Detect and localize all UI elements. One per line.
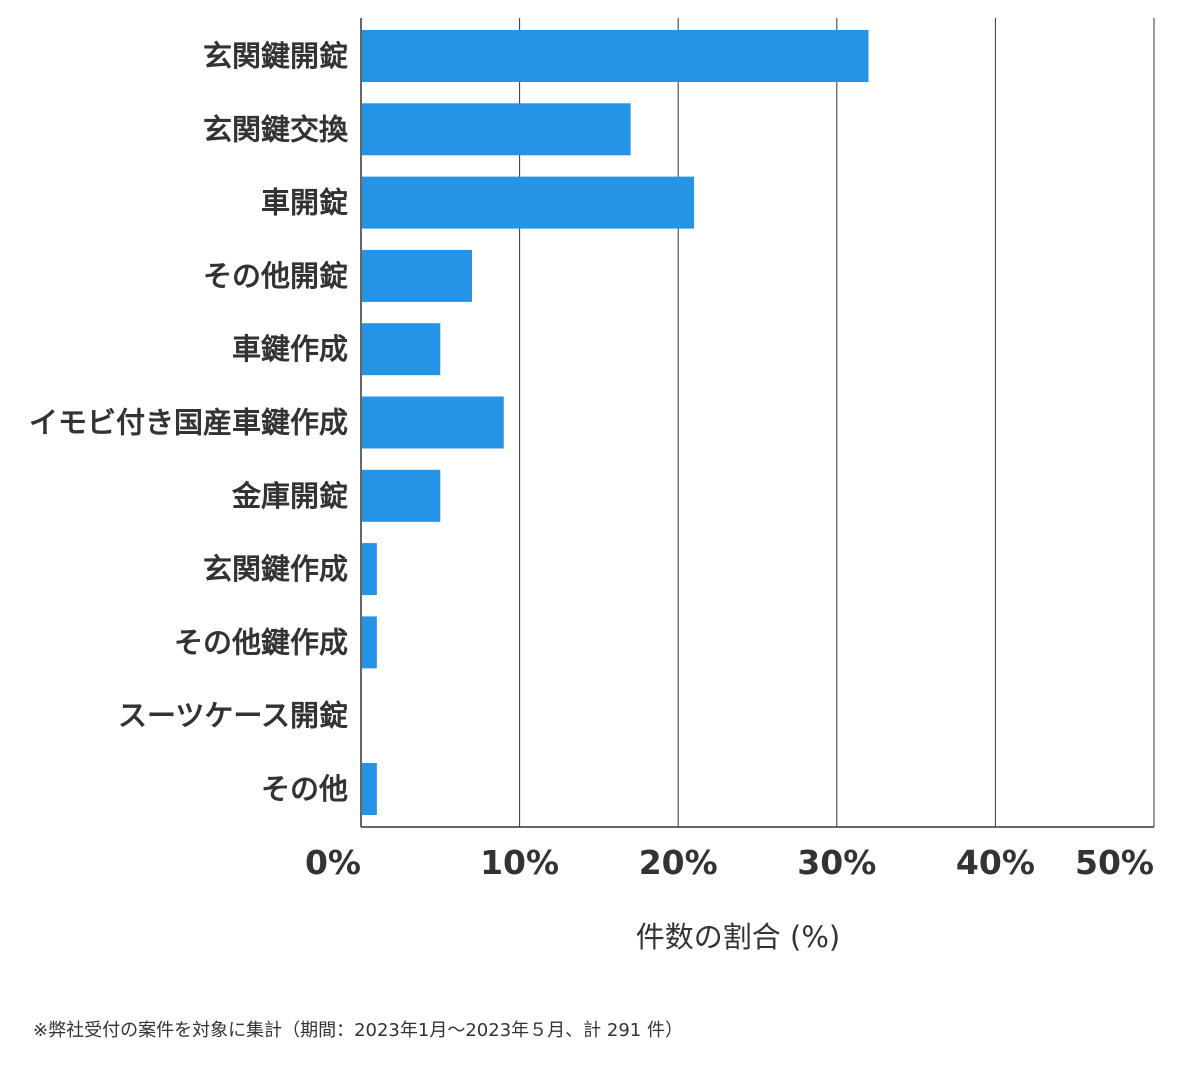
bar-chart: 玄関鍵開錠玄関鍵交換車開錠その他開錠車鍵作成イモビ付き国産車鍵作成金庫開錠玄関鍵… — [29, 18, 1155, 954]
category-labels: 玄関鍵開錠玄関鍵交換車開錠その他開錠車鍵作成イモビ付き国産車鍵作成金庫開錠玄関鍵… — [29, 39, 349, 806]
category-label: 玄関鍵交換 — [203, 112, 349, 146]
bar — [362, 176, 695, 229]
category-label: スーツケース開錠 — [118, 699, 348, 733]
x-tick-label: 50% — [1075, 843, 1154, 882]
category-label: その他開錠 — [203, 259, 348, 293]
x-axis-title: 件数の割合 (%) — [636, 920, 840, 954]
category-label: その他鍵作成 — [174, 625, 348, 659]
x-tick-label: 30% — [797, 843, 876, 882]
bar — [362, 30, 869, 82]
x-tick-label: 40% — [956, 843, 1035, 882]
bar — [362, 616, 377, 669]
footnote: ※弊社受付の案件を対象に集計（期間：2023年1月～2023年５月、計 291 … — [33, 1020, 683, 1041]
category-label: 車鍵作成 — [232, 332, 348, 366]
bar — [362, 396, 504, 449]
bar — [362, 543, 377, 596]
bar — [362, 763, 377, 815]
x-tick-label: 20% — [639, 843, 718, 882]
category-label: イモビ付き国産車鍵作成 — [29, 406, 348, 440]
bar — [362, 469, 441, 522]
category-label: その他 — [261, 772, 348, 806]
bar — [362, 323, 441, 376]
bar — [362, 249, 473, 302]
bars — [362, 30, 869, 815]
x-tick-label: 0% — [305, 843, 361, 882]
category-label: 玄関鍵開錠 — [203, 39, 348, 73]
x-tick-labels: 0% 10% 20% 30% 40% 50% — [305, 843, 1154, 882]
category-label: 車開錠 — [261, 186, 348, 220]
category-label: 金庫開錠 — [231, 479, 348, 513]
bar — [362, 103, 631, 156]
x-tick-label: 10% — [480, 843, 559, 882]
category-label: 玄関鍵作成 — [203, 552, 348, 586]
